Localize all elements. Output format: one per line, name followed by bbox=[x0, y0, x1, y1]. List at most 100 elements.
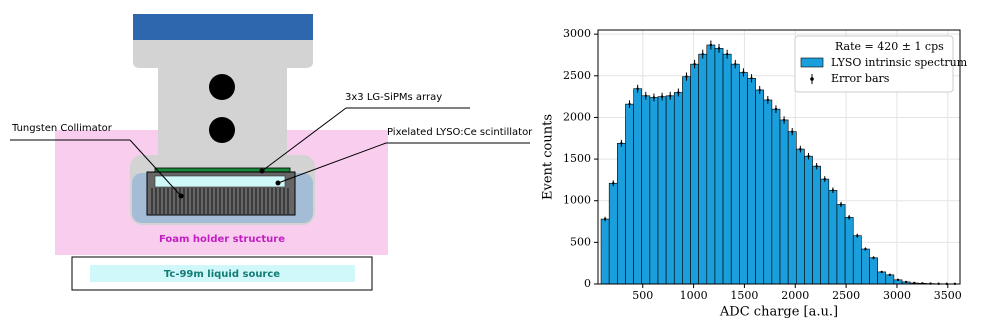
error-point bbox=[677, 91, 680, 94]
leader-line bbox=[129, 139, 182, 197]
error-point bbox=[888, 273, 892, 277]
bar bbox=[698, 53, 708, 285]
bar bbox=[747, 78, 756, 285]
legend-swatch bbox=[800, 57, 824, 68]
bar bbox=[714, 48, 724, 285]
error-point bbox=[904, 280, 908, 284]
error-point bbox=[896, 278, 900, 282]
error-point bbox=[693, 62, 696, 66]
error-point bbox=[652, 96, 656, 99]
error-point bbox=[872, 256, 875, 259]
error-point bbox=[815, 164, 818, 168]
error-point bbox=[685, 75, 688, 78]
error-point bbox=[668, 94, 672, 97]
y-tick-label: 3000 bbox=[563, 27, 591, 40]
error-point bbox=[823, 177, 826, 181]
error-point bbox=[701, 52, 704, 56]
hole bbox=[209, 117, 235, 143]
label-scintillator: Pixelated LYSO:Ce scintillator bbox=[387, 127, 533, 138]
x-tick-label: 1000 bbox=[680, 289, 708, 302]
y-tick-label: 1500 bbox=[563, 152, 591, 165]
leader-dot bbox=[178, 193, 184, 199]
bar bbox=[755, 89, 765, 285]
x-tick-label: 1500 bbox=[730, 289, 758, 302]
bar bbox=[665, 95, 675, 285]
legend-box bbox=[794, 35, 954, 93]
error-point bbox=[644, 94, 647, 97]
leader-line bbox=[277, 142, 387, 184]
x-tick-label: 3000 bbox=[883, 289, 911, 302]
error-point bbox=[791, 130, 794, 133]
error-point bbox=[717, 47, 721, 50]
bar bbox=[852, 235, 862, 285]
error-point bbox=[839, 203, 843, 206]
error-point bbox=[612, 182, 615, 185]
scintillator bbox=[154, 175, 286, 188]
collimator-septa bbox=[151, 188, 289, 214]
bar bbox=[600, 218, 610, 285]
bar bbox=[787, 131, 797, 285]
error-point bbox=[847, 216, 851, 219]
leader-line bbox=[261, 107, 347, 172]
x-axis-label: ADC charge [a.u.] bbox=[719, 305, 838, 320]
bar bbox=[828, 190, 838, 285]
error-point bbox=[742, 71, 745, 74]
bar bbox=[836, 204, 846, 285]
error-point bbox=[734, 62, 737, 66]
bar bbox=[633, 88, 643, 285]
bar bbox=[649, 97, 659, 285]
bar bbox=[608, 182, 618, 285]
y-tick-label: 2000 bbox=[563, 110, 591, 123]
bar bbox=[625, 103, 634, 285]
plot-frame bbox=[597, 29, 961, 285]
leader-dot bbox=[259, 168, 265, 174]
bar bbox=[617, 142, 626, 285]
bar bbox=[804, 155, 813, 285]
bar bbox=[795, 148, 805, 285]
error-point bbox=[856, 234, 859, 237]
error-point bbox=[603, 217, 607, 221]
y-axis-label: Event counts bbox=[541, 114, 556, 200]
error-point bbox=[799, 147, 802, 151]
bar bbox=[877, 271, 887, 285]
error-point bbox=[636, 87, 639, 90]
top-plate bbox=[133, 14, 313, 40]
error-point bbox=[766, 98, 770, 102]
y-tick-label: 0 bbox=[584, 277, 591, 290]
bar bbox=[690, 63, 699, 285]
y-tick-label: 2500 bbox=[563, 69, 591, 82]
legend-label: LYSO intrinsic spectrum bbox=[831, 56, 968, 69]
bar bbox=[657, 96, 667, 285]
bar bbox=[869, 257, 878, 285]
hole bbox=[209, 74, 235, 100]
bar bbox=[706, 44, 716, 285]
label-source: Tc-99m liquid source bbox=[164, 269, 280, 280]
bar bbox=[844, 217, 854, 285]
bar bbox=[682, 76, 691, 285]
error-point bbox=[880, 270, 883, 274]
legend-errorpoint bbox=[810, 77, 814, 81]
bar bbox=[771, 108, 781, 285]
bar bbox=[673, 92, 683, 285]
error-point bbox=[758, 88, 761, 92]
diagram: 3x3 LG-SiPMs array Tungsten Collimator P… bbox=[10, 14, 533, 291]
label-collimator: Tungsten Collimator bbox=[11, 123, 113, 134]
error-point bbox=[660, 95, 664, 98]
error-point bbox=[774, 107, 778, 111]
error-point bbox=[807, 154, 810, 158]
bar bbox=[812, 165, 821, 285]
bar bbox=[730, 63, 740, 285]
y-tick-label: 500 bbox=[570, 235, 591, 248]
error-point bbox=[620, 142, 623, 145]
bar bbox=[763, 99, 773, 285]
error-point bbox=[782, 118, 786, 122]
label-sipm: 3x3 LG-SiPMs array bbox=[345, 92, 442, 103]
error-point bbox=[750, 77, 753, 80]
bar bbox=[861, 248, 870, 285]
bar bbox=[722, 53, 732, 285]
legend-title: Rate = 420 ± 1 cps bbox=[835, 40, 944, 53]
x-tick-label: 2000 bbox=[781, 289, 809, 302]
x-tick-label: 500 bbox=[632, 289, 653, 302]
y-tick-label: 1000 bbox=[563, 194, 591, 207]
